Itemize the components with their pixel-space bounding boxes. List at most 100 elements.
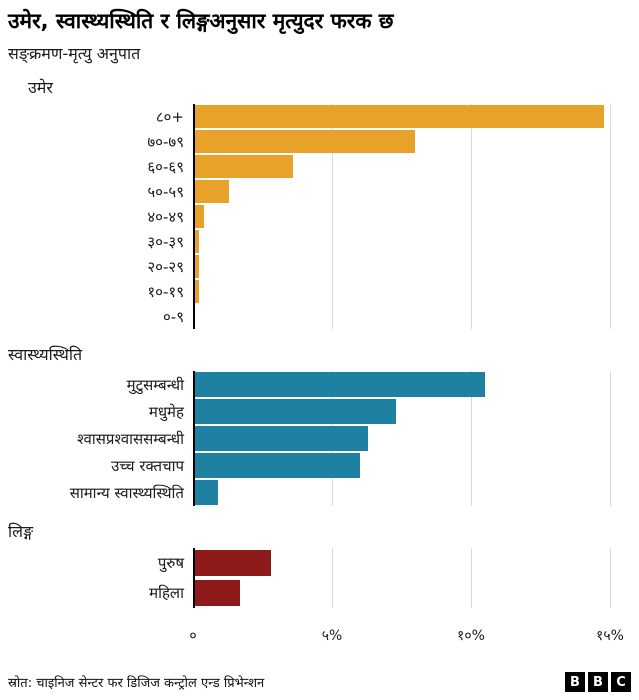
chart-section: स्वास्थ्यस्थिति मुटुसम्बन्धी मधुमेह श्वासप्…: [0, 343, 639, 507]
bar: [193, 180, 230, 204]
bbc-logo-block: C: [611, 672, 631, 692]
x-tick-label: ५%: [321, 628, 343, 645]
bbc-logo: B B C: [565, 672, 631, 692]
footer: स्रोत: चाइनिज सेन्टर फर डिजिज कन्ट्रोल ए…: [0, 666, 639, 700]
bar-cell: [193, 479, 625, 506]
bar-label: १०-१९: [147, 282, 184, 301]
bar: [193, 255, 199, 279]
gridline: [470, 104, 472, 330]
bar-cell: [193, 104, 625, 129]
gridline: [470, 371, 472, 507]
bar-row: उच्च रक्तचाप: [0, 452, 639, 479]
bar-label: ७०-७९: [147, 132, 184, 151]
bar-label: महिला: [149, 584, 184, 603]
bar-row: २०-२९: [0, 254, 639, 279]
section-title: उमेर: [28, 78, 53, 98]
y-axis-line: [193, 104, 195, 330]
bar-row: ०-९: [0, 304, 639, 329]
bar-row: श्वासप्रश्वाससम्बन्धी: [0, 425, 639, 452]
bar-cell: [193, 548, 625, 578]
bar-row: ७०-७९: [0, 129, 639, 154]
bar-label: पुरुष: [157, 554, 184, 573]
bar: [193, 426, 369, 452]
x-axis: ० ५% १०% १५%: [189, 626, 625, 648]
bar-cell: [193, 398, 625, 425]
bar-label: उच्च रक्तचाप: [111, 456, 184, 475]
bar-cell: [193, 229, 625, 254]
bar-label: मधुमेह: [148, 402, 184, 421]
gridline: [331, 104, 333, 330]
gridlines: [193, 104, 625, 330]
page-title: उमेर, स्वास्थ्यस्थिति र लिङ्गअनुसार मृत्…: [8, 9, 394, 33]
gridline: [331, 548, 333, 609]
bar-label: ८०+: [155, 107, 184, 126]
bar-row: पुरुष: [0, 548, 639, 578]
bar-cell: [193, 452, 625, 479]
bar-row: महिला: [0, 578, 639, 608]
chart-section: उमेर ८०+ ७०-७९ ६०-६९ ५०-५९ ४०-४९ ३०-३९ २०-२९ १०-…: [0, 76, 639, 330]
section-plot: ८०+ ७०-७९ ६०-६९ ५०-५९ ४०-४९ ३०-३९ २०-२९ १०-१९ ०-…: [0, 104, 639, 330]
source-text: स्रोत: चाइनिज सेन्टर फर डिजिज कन्ट्रोल ए…: [8, 676, 265, 691]
bbc-logo-block: B: [565, 672, 585, 692]
x-tick-label: १५%: [596, 628, 624, 645]
bar-cell: [193, 154, 625, 179]
bar-cell: [193, 254, 625, 279]
bar-label: २०-२९: [147, 257, 184, 276]
section-title: लिङ्ग: [8, 522, 34, 542]
bar-cell: [193, 204, 625, 229]
gridline: [470, 548, 472, 609]
bar-label: ०-९: [162, 307, 184, 326]
bar-row: सामान्य स्वास्थ्यस्थिति: [0, 479, 639, 506]
bar-label: ३०-३९: [147, 232, 184, 251]
section-plot: पुरुष महिला: [0, 548, 639, 609]
bar-cell: [193, 279, 625, 304]
bar: [193, 230, 199, 254]
section-title: स्वास्थ्यस्थिति: [8, 345, 83, 365]
bbc-logo-block: B: [588, 672, 608, 692]
gridlines: [193, 548, 625, 609]
chart-groups: उमेर ८०+ ७०-७९ ६०-६९ ५०-५९ ४०-४९ ३०-३९ २०-२९ १०-…: [0, 68, 639, 622]
bar-row: ५०-५९: [0, 179, 639, 204]
bar: [193, 480, 219, 506]
bar-row: ६०-६९: [0, 154, 639, 179]
gridline: [609, 548, 611, 609]
y-axis-line: [193, 371, 195, 507]
bar-row: ४०-४९: [0, 204, 639, 229]
bar-label: ४०-४९: [147, 207, 184, 226]
bar-row: मुटुसम्बन्धी: [0, 371, 639, 398]
bar-rows: पुरुष महिला: [0, 548, 639, 608]
bar-label: सामान्य स्वास्थ्यस्थिति: [69, 483, 184, 502]
bar: [193, 130, 416, 154]
gridline: [609, 371, 611, 507]
bar-label: मुटुसम्बन्धी: [126, 375, 184, 394]
x-tick-label: १०%: [457, 628, 485, 645]
chart-subtitle: सङ्क्रमण-मृत्यु अनुपात: [8, 44, 141, 64]
bar: [193, 280, 199, 304]
bar: [193, 205, 205, 229]
section-plot: मुटुसम्बन्धी मधुमेह श्वासप्रश्वाससम्बन्धी उ…: [0, 371, 639, 507]
bar: [193, 453, 360, 479]
bar-row: ८०+: [0, 104, 639, 129]
bar-label: ५०-५९: [147, 182, 184, 201]
bar: [193, 550, 271, 577]
bar-row: १०-१९: [0, 279, 639, 304]
bar: [193, 372, 485, 398]
bar-rows: ८०+ ७०-७९ ६०-६९ ५०-५९ ४०-४९ ३०-३९ २०-२९ १०-१९ ०-…: [0, 104, 639, 329]
bar-cell: [193, 179, 625, 204]
bar-cell: [193, 425, 625, 452]
gridline: [609, 104, 611, 330]
bar-row: ३०-३९: [0, 229, 639, 254]
bar-cell: [193, 304, 625, 329]
bar: [193, 155, 294, 179]
bar-row: मधुमेह: [0, 398, 639, 425]
y-axis-line: [193, 548, 195, 609]
bar: [193, 399, 396, 425]
bar-rows: मुटुसम्बन्धी मधुमेह श्वासप्रश्वाससम्बन्धी उ…: [0, 371, 639, 506]
bar-cell: [193, 129, 625, 154]
bar-label: ६०-६९: [147, 157, 184, 176]
bar: [193, 580, 241, 607]
chart-section: लिङ्ग पुरुष महिला: [0, 520, 639, 609]
bar: [193, 105, 605, 129]
bar-label: श्वासप्रश्वाससम्बन्धी: [77, 429, 184, 448]
bar-cell: [193, 371, 625, 398]
